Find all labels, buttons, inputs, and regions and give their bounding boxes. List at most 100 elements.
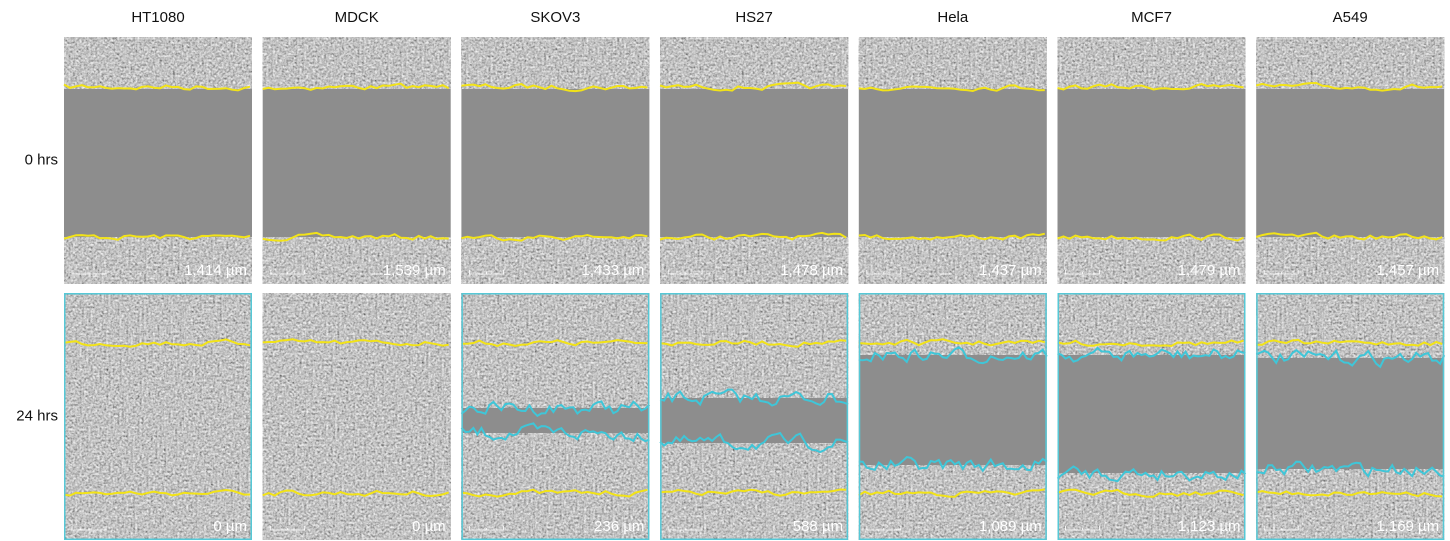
wound-edge [63,338,251,348]
measurement: 1,539 µm [383,262,446,279]
scale-bar [667,526,703,531]
microscopy-panel: 1,437 µm [858,37,1047,284]
scale-bar [866,526,902,531]
scale-bar [71,270,107,275]
measurement: 0 µm [412,518,446,535]
wound-edge [461,488,648,498]
microscopy-panel: 1,539 µm [262,37,451,284]
panel-border [64,293,252,540]
microscopy-panel: 0 µm [63,293,252,540]
column-title: SKOV3 [530,9,580,26]
cell-texture [1256,237,1445,284]
migration-front [659,388,849,407]
wound-edge [858,488,1045,498]
wound-edge [659,231,847,241]
cell-texture [1057,37,1246,89]
wound-edge [858,232,1046,241]
cell-texture [1256,37,1445,89]
measurement: 1,478 µm [780,262,843,279]
cell-texture [262,293,451,540]
scale-bar [1263,270,1299,275]
microscopy-panel: 1,169 µm [1255,293,1446,540]
column-title: HS27 [735,9,773,26]
wound-edge [1057,339,1244,348]
cell-texture [461,293,650,408]
wound-edge [1255,231,1443,241]
panel-border [1057,293,1246,540]
migration-front [460,422,650,443]
cell-texture [1057,473,1246,540]
microscopy-panel: 1,414 µm [63,37,252,284]
cell-texture [1256,469,1445,540]
cell-texture [262,237,451,284]
microscopy-panel: 236 µm [460,293,651,540]
measurement: 0 µm [213,518,247,535]
migration-front [1056,465,1247,483]
row-label: 0 hrs [25,151,58,168]
wound-edge [1256,490,1443,498]
wound-edge [262,489,450,498]
measurement: 1,089 µm [979,518,1042,535]
scale-bar [71,526,107,531]
cell-texture [858,293,1047,355]
microscopy-panel: 1,089 µm [858,293,1048,540]
scale-bar [667,270,703,275]
microscopy-panel: 1,479 µm [1057,37,1246,284]
panel-border [461,293,650,540]
wound-edge [262,231,449,242]
wound-edge [63,488,251,497]
microscopy-panel: 588 µm [659,293,849,540]
cell-texture [262,37,451,89]
migration-front [659,431,849,454]
wound-edge [262,82,450,91]
cell-texture [461,433,650,540]
panel-border [660,293,849,540]
cell-texture [64,237,252,284]
migration-front [858,456,1048,473]
wound-edge [1057,488,1244,498]
migration-front [1256,460,1445,478]
scale-bar [1065,526,1100,531]
cell-texture [660,293,849,398]
wound-edge [660,488,847,497]
cell-texture [858,237,1047,284]
microscopy-panel: 1,478 µm [659,37,849,284]
migration-front [1057,346,1246,363]
measurement: 236 µm [594,518,644,535]
cell-texture [64,37,252,89]
migration-front [858,346,1048,365]
scale-bar [469,526,504,531]
wound-edge [660,339,847,348]
microscopy-panel: 1,123 µm [1056,293,1247,540]
wound-edge [1256,338,1443,347]
wound-edge [1057,233,1244,242]
measurement: 1,433 µm [582,262,645,279]
cell-texture [660,37,849,89]
microscopy-panel: 0 µm [262,293,451,540]
wound-edge [63,234,251,241]
column-title: MCF7 [1131,9,1172,26]
cell-texture [64,293,252,540]
scale-bar [270,526,306,531]
measurement: 588 µm [793,518,843,535]
cell-texture [1057,237,1246,284]
scale-bar [1065,270,1100,275]
wound-edge [1255,81,1443,92]
wound-edge [659,81,847,92]
cell-texture [461,37,650,89]
cell-texture [461,237,650,284]
measurement: 1,414 µm [184,262,247,279]
measurement: 1,169 µm [1376,518,1439,535]
column-title: HT1080 [131,9,184,26]
cell-texture [660,237,849,284]
wound-edge [461,339,648,347]
scale-bar [866,270,902,275]
cell-texture [858,37,1047,89]
wound-edge [858,84,1045,93]
wound-edge [461,83,648,93]
measurement: 1,457 µm [1376,262,1439,279]
column-title: MDCK [335,9,379,26]
wound-edge [63,83,251,92]
scale-bar [270,270,306,275]
